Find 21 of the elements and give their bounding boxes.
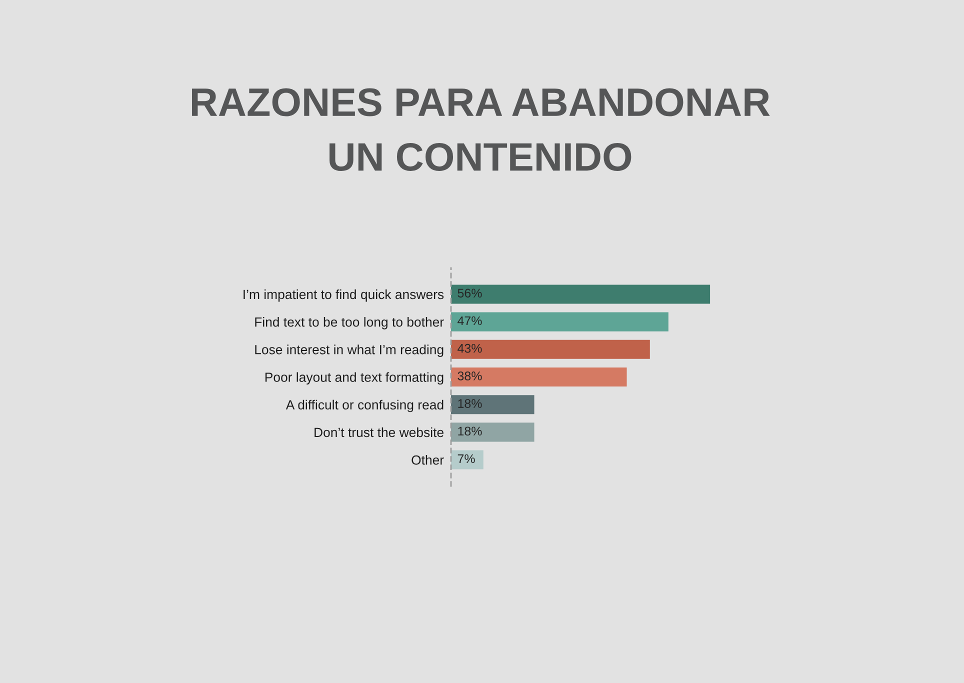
y-tick-label: Lose interest in what I’m reading — [255, 344, 444, 357]
bar — [451, 284, 710, 304]
chart-title: RAZONES PARA ABANDONAR UN CONTENIDO — [192, 88, 770, 171]
y-tick-label: Don’t trust the website — [314, 427, 444, 438]
bar — [451, 340, 650, 359]
bar — [451, 367, 627, 387]
data-label: 56% — [458, 288, 482, 298]
y-tick-label: Find text to be too long to bother — [255, 317, 444, 330]
data-label: 18% — [458, 426, 482, 436]
data-label: 47% — [458, 316, 482, 326]
data-label: 18% — [458, 399, 482, 408]
y-tick-label: Poor layout and text formatting — [265, 372, 444, 385]
bar — [451, 395, 534, 414]
data-label: 7% — [458, 454, 475, 464]
y-tick-label: Other — [412, 455, 444, 465]
bar — [451, 312, 668, 332]
y-tick-label: A difficult or confusing read — [286, 400, 444, 412]
data-label: 38% — [458, 372, 482, 380]
bar — [451, 450, 484, 470]
y-tick-label: I’m impatient to find quick answers — [244, 289, 444, 302]
data-label: 43% — [458, 344, 482, 353]
